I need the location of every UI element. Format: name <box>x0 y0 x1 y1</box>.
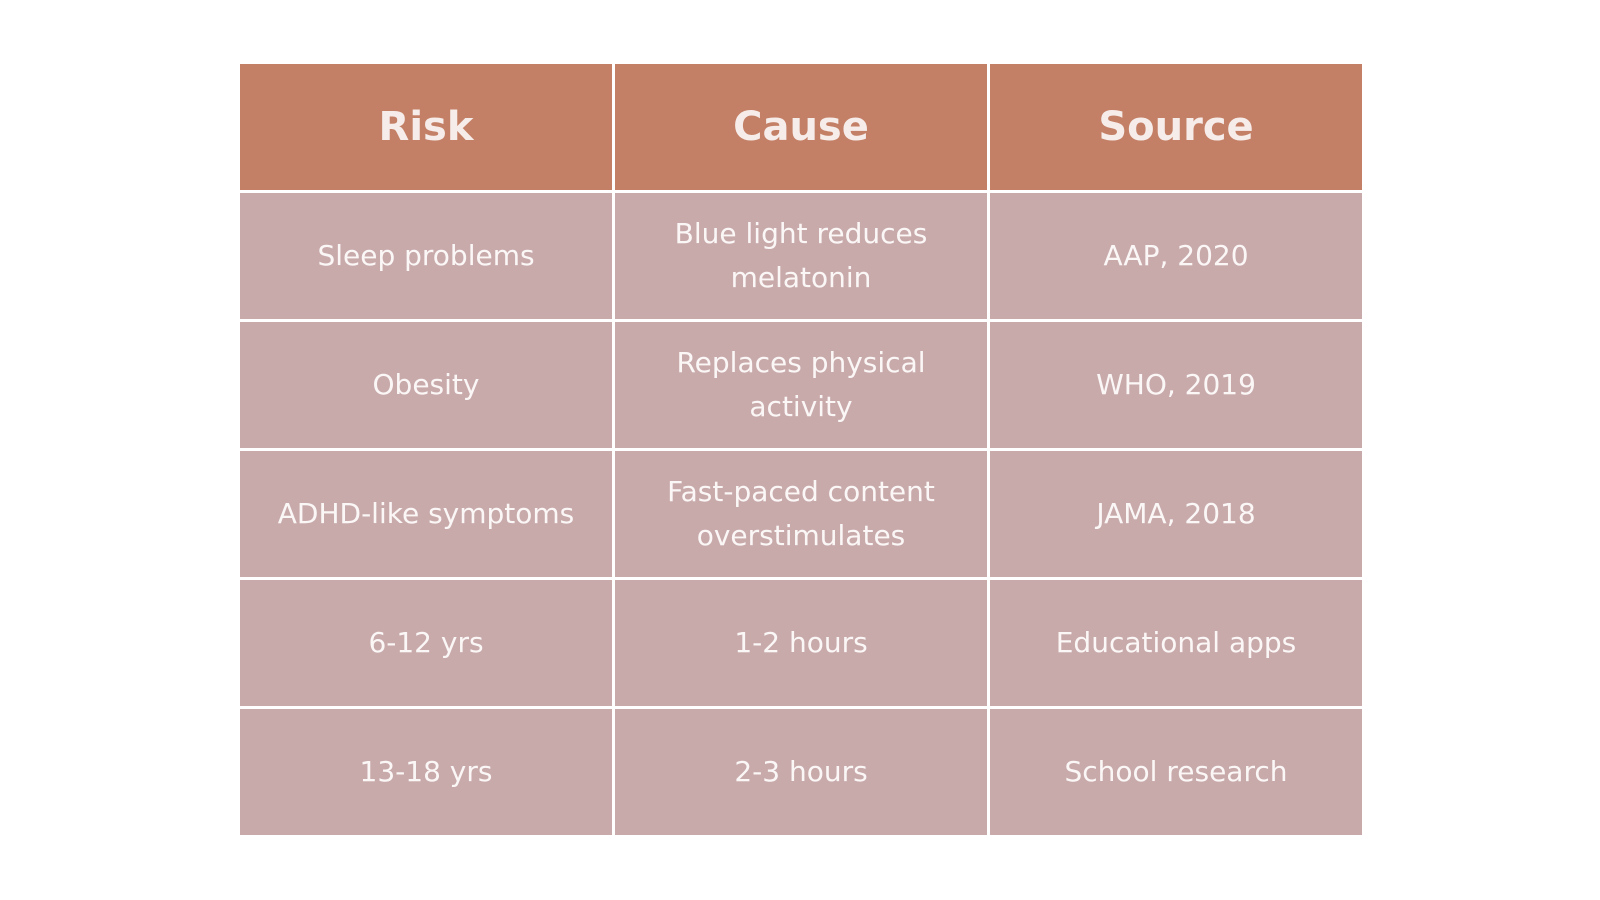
table-cell: 6-12 yrs <box>240 580 612 706</box>
table-cell: AAP, 2020 <box>990 193 1362 319</box>
cell-text: Blue light reduces melatonin <box>674 217 928 294</box>
cell-text: Fast-paced content overstimulates <box>667 475 935 552</box>
table-cell: WHO, 2019 <box>990 322 1362 448</box>
table-cell: JAMA, 2018 <box>990 451 1362 577</box>
table-cell: Educational apps <box>990 580 1362 706</box>
table-cell: ADHD-like symptoms <box>240 451 612 577</box>
table-cell: Obesity <box>240 322 612 448</box>
table-cell: School research <box>990 709 1362 835</box>
cell-text: ADHD-like symptoms <box>277 497 575 530</box>
cell-text: Replaces physical activity <box>676 346 926 423</box>
cell-text: Obesity <box>372 368 480 401</box>
header-source: Source <box>990 64 1362 190</box>
table-cell: 1-2 hours <box>615 580 987 706</box>
cell-text: Educational apps <box>1055 626 1297 659</box>
cell-text: 6-12 yrs <box>368 626 484 659</box>
cell-text: 1-2 hours <box>734 626 868 659</box>
table-cell: Sleep problems <box>240 193 612 319</box>
risk-table: Risk Cause Source Sleep problems Blue li… <box>240 64 1362 835</box>
cell-text: 2-3 hours <box>734 755 868 788</box>
cell-text: AAP, 2020 <box>1103 239 1249 272</box>
cell-text: WHO, 2019 <box>1096 368 1256 401</box>
table-cell: Replaces physical activity <box>615 322 987 448</box>
cell-text: 13-18 yrs <box>359 755 493 788</box>
table-cell: 2-3 hours <box>615 709 987 835</box>
cell-text: School research <box>1064 755 1288 788</box>
cell-text: JAMA, 2018 <box>1096 497 1256 530</box>
header-cause: Cause <box>615 64 987 190</box>
table-cell: Fast-paced content overstimulates <box>615 451 987 577</box>
table-cell: 13-18 yrs <box>240 709 612 835</box>
header-risk: Risk <box>240 64 612 190</box>
table-cell: Blue light reduces melatonin <box>615 193 987 319</box>
cell-text: Sleep problems <box>317 239 535 272</box>
